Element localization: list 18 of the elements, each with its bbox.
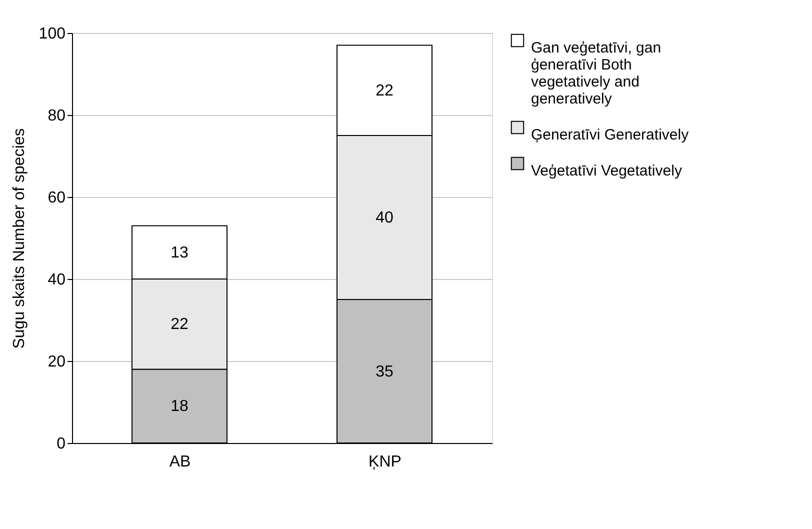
y-tick-label: 80 <box>48 108 66 124</box>
x-tick-label: ĶNP <box>368 454 402 470</box>
legend-label: Veģetatīvi Vegetatively <box>531 162 682 180</box>
y-tick-label: 100 <box>38 26 66 42</box>
x-tick-label: AB <box>169 454 191 470</box>
data-label: 40 <box>376 210 394 226</box>
legend-label: Gan veģetatīvi, gan ģeneratīvi Both vegetatively and generatively <box>531 40 662 108</box>
y-tick-label: 60 <box>48 190 66 206</box>
y-tick-label: 20 <box>48 354 66 370</box>
data-label: 35 <box>376 363 394 380</box>
y-tick-label: 0 <box>56 436 66 452</box>
data-label: 22 <box>376 82 394 100</box>
data-label: 22 <box>170 316 188 334</box>
y-tick-label: 40 <box>48 272 66 288</box>
data-label: 18 <box>170 398 188 416</box>
y-axis-title: Sugu skaits Number of species <box>10 128 28 349</box>
data-label: 13 <box>170 244 188 262</box>
legend-label: Ģeneratīvi Generatively <box>531 126 690 144</box>
